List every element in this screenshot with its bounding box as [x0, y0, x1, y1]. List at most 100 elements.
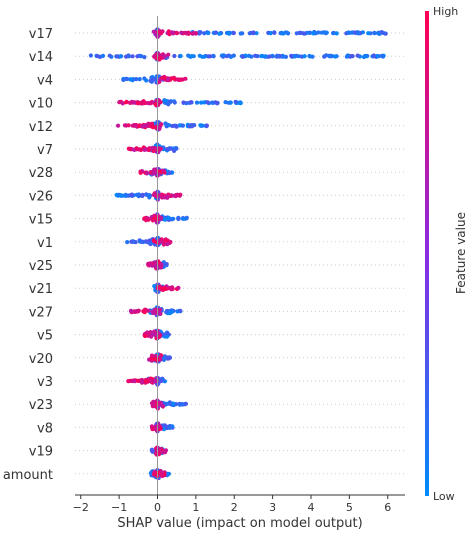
shap-point-v27	[178, 308, 183, 313]
shap-point-v3	[140, 380, 145, 385]
shap-point-v7	[126, 146, 131, 151]
shap-point-v3	[126, 379, 131, 384]
shap-point-v23	[159, 403, 164, 408]
shap-point-v28	[138, 170, 143, 175]
shap-point-v17	[238, 31, 243, 36]
shap-point-v1	[165, 242, 170, 247]
shap-point-v17	[179, 30, 184, 35]
feature-points-v12	[116, 119, 209, 132]
shap-point-v14	[88, 53, 93, 58]
shap-point-v14	[100, 53, 106, 59]
feature-points-v27	[128, 305, 183, 318]
shap-point-v25	[159, 262, 164, 267]
shap-point-v4	[121, 77, 126, 82]
shap-point-v4	[151, 77, 156, 82]
shap-point-v4	[177, 77, 182, 82]
shap-point-v17	[268, 31, 273, 36]
shap-point-v27	[164, 310, 169, 315]
shap-point-v14	[240, 54, 245, 59]
shap-point-v27	[128, 308, 133, 313]
shap-point-v17	[334, 31, 339, 36]
shap-point-v14	[124, 54, 129, 59]
shap-point-v17	[302, 31, 307, 36]
shap-point-v10	[199, 100, 204, 105]
shap-point-v28	[152, 167, 157, 172]
feature-points-v19	[149, 445, 169, 457]
shap-point-v26	[123, 192, 128, 197]
colorbar-title: Feature value	[454, 212, 468, 294]
shap-point-v26	[152, 191, 157, 196]
shap-point-v12	[170, 123, 175, 129]
shap-point-v14	[202, 54, 207, 59]
shap-point-v3	[159, 378, 164, 383]
shap-point-v12	[174, 124, 179, 129]
shap-point-v17	[251, 30, 256, 35]
feature-label-v21: v21	[29, 282, 53, 297]
feature-points-v3	[126, 375, 167, 387]
shap-point-v7	[142, 147, 147, 152]
shap-point-v14	[375, 54, 380, 59]
shap-point-v20	[152, 357, 157, 362]
shap-point-v14	[249, 54, 254, 59]
shap-point-v17	[205, 30, 211, 36]
shap-point-v28	[144, 171, 149, 176]
shap-point-v23	[180, 402, 185, 407]
shap-point-v14	[332, 54, 338, 59]
shap-point-v26	[175, 192, 180, 197]
shap-point-v20	[161, 357, 166, 362]
shap-point-v15	[144, 218, 149, 223]
shap-point-v14	[293, 54, 298, 59]
x-tick-label: 3	[269, 501, 276, 514]
shap-point-v14	[130, 54, 135, 59]
shap-point-v14	[267, 54, 272, 59]
feature-label-v4: v4	[37, 73, 53, 88]
feature-points-v5	[142, 328, 171, 341]
shap-point-v1	[125, 240, 130, 245]
shap-point-v17	[316, 30, 321, 35]
feature-label-v28: v28	[29, 166, 53, 181]
shap-point-v17	[298, 30, 303, 35]
shap-point-v15	[171, 216, 176, 221]
shap-point-v26	[118, 193, 123, 198]
shap-point-v17	[308, 30, 313, 35]
shap-point-v23	[150, 404, 156, 409]
shap-point-v25	[150, 261, 155, 266]
shap-point-v4	[125, 76, 130, 82]
feature-points-v17	[151, 27, 388, 39]
shap-point-v28	[167, 170, 172, 175]
shap-point-v1	[131, 239, 136, 244]
shap-point-v15	[166, 215, 171, 221]
x-tick-label: 5	[346, 501, 353, 514]
shap-point-v10	[153, 102, 158, 107]
colorbar-low-label: Low	[433, 490, 455, 503]
feature-points-v8	[149, 421, 175, 434]
feature-points-v15	[142, 212, 189, 225]
shap-point-v28	[162, 170, 167, 175]
shap-point-v27	[153, 307, 158, 312]
shap-point-v17	[183, 30, 188, 35]
shap-point-v7	[134, 146, 139, 151]
x-tick-label: 0	[154, 501, 161, 514]
shap-point-v17	[311, 31, 316, 36]
shap-point-v4	[128, 77, 133, 82]
shap-point-v21	[160, 287, 165, 292]
shap-point-v3	[152, 379, 157, 384]
row-guides	[75, 32, 405, 475]
shap-point-v14	[152, 53, 157, 58]
x-tick-label: −1	[111, 501, 127, 514]
feature-points-v21	[152, 282, 181, 294]
shap-point-v17	[331, 30, 336, 36]
shap-point-v20	[166, 356, 171, 361]
shap-point-v15	[151, 216, 156, 221]
shap-points	[88, 27, 388, 481]
shap-point-v10	[148, 101, 154, 106]
shap-point-v4	[172, 76, 177, 81]
shap-point-v28	[150, 171, 156, 176]
shap-point-v26	[147, 193, 152, 198]
shap-point-v10	[238, 100, 243, 105]
shap-point-v10	[214, 100, 219, 105]
shap-point-v7	[174, 146, 179, 151]
shap-point-v17	[349, 30, 354, 35]
shap-point-v10	[223, 100, 228, 105]
